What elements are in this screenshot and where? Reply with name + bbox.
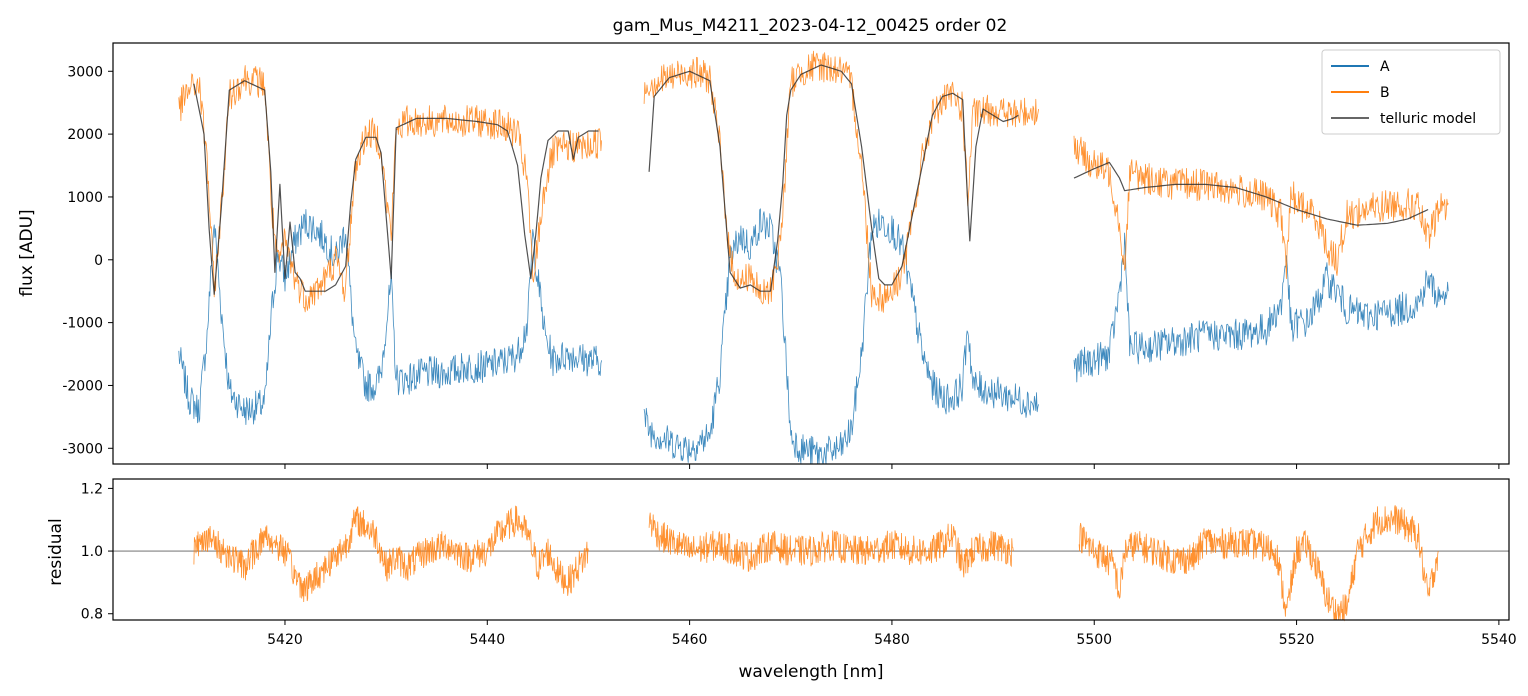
flux-axes-frame xyxy=(112,42,1510,465)
flux-y-tick-label: 0 xyxy=(94,253,103,269)
residual-y-ticks: 0.8 1.0 1.2 xyxy=(81,481,113,623)
flux-y-ticks: -3000 -2000 -1000 0 1000 2000 3000 xyxy=(62,64,113,457)
flux-y-tick-label: -2000 xyxy=(62,378,103,394)
residual-axes-frame xyxy=(112,478,1510,621)
series-a-line xyxy=(178,209,602,425)
residual-x-ticks: 5420 5440 5460 5480 5500 5520 5540 xyxy=(267,620,1517,648)
legend-label-a: A xyxy=(1380,59,1390,75)
residual-x-tick-label: 5420 xyxy=(267,632,303,648)
residual-x-tick-label: 5480 xyxy=(874,632,910,648)
residual-x-tick-label: 5520 xyxy=(1279,632,1315,648)
residual-ylabel: residual xyxy=(46,518,66,585)
residual-x-tick-label: 5540 xyxy=(1481,632,1517,648)
legend: A B telluric model xyxy=(1321,49,1501,135)
series-residual-line xyxy=(1078,505,1439,622)
legend-label-telluric-model: telluric model xyxy=(1380,111,1476,127)
flux-y-tick-label: -3000 xyxy=(62,441,103,457)
flux-y-tick-label: 2000 xyxy=(67,127,103,143)
residual-x-tick-label: 5500 xyxy=(1076,632,1112,648)
series-b-line xyxy=(643,50,1039,313)
series-telluric-model-line xyxy=(1073,161,1429,226)
series-a-line xyxy=(1073,232,1449,383)
series-a-line xyxy=(643,208,1039,465)
flux-ylabel: flux [ADU] xyxy=(17,209,37,296)
flux-x-ticks xyxy=(284,464,1500,469)
chart-title: gam_Mus_M4211_2023-04-12_00425 order 02 xyxy=(613,16,1008,36)
flux-y-tick-label: 1000 xyxy=(67,190,103,206)
residual-x-tick-label: 5440 xyxy=(469,632,505,648)
residual-x-tick-label: 5460 xyxy=(672,632,708,648)
residual-y-tick-label: 1.2 xyxy=(81,481,103,497)
flux-series-group xyxy=(178,50,1449,465)
legend-label-b: B xyxy=(1380,85,1390,101)
residual-y-tick-label: 0.8 xyxy=(81,607,103,623)
series-residual-line xyxy=(648,512,1014,578)
residual-series-group xyxy=(113,505,1509,622)
series-b-line xyxy=(1073,135,1449,280)
legend-box xyxy=(1321,49,1501,135)
flux-y-tick-label: -1000 xyxy=(62,316,103,332)
residual-axes: 0.8 1.0 1.2 5420 5440 5460 5480 5500 5520 5540 r… xyxy=(46,478,1517,682)
flux-y-tick-label: 3000 xyxy=(67,64,103,80)
series-telluric-model-line xyxy=(193,80,599,295)
flux-plot-area xyxy=(113,43,1509,464)
series-residual-line xyxy=(193,505,589,603)
series-b-line xyxy=(178,65,602,313)
series-telluric-model-line xyxy=(648,64,1019,292)
residual-y-tick-label: 1.0 xyxy=(81,544,103,560)
x-axis-label: wavelength [nm] xyxy=(738,662,883,682)
